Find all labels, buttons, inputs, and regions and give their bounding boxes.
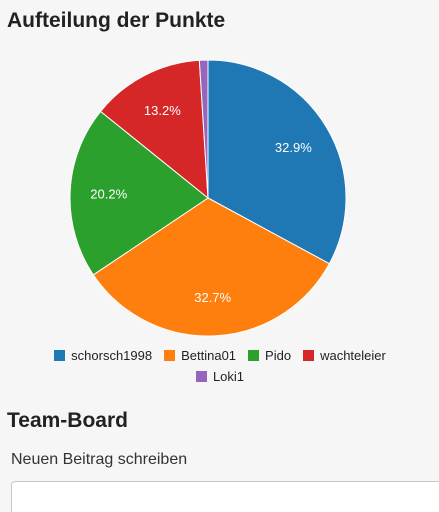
legend-label: wachteleier xyxy=(320,348,386,363)
legend-item-pido[interactable]: Pido xyxy=(248,348,291,363)
legend-label: Loki1 xyxy=(212,369,245,384)
slice-label-schorsch1998: 32.9% xyxy=(275,140,312,155)
compose-input[interactable] xyxy=(11,481,439,512)
pie-slice-pido xyxy=(69,110,209,276)
compose-label: Neuen Beitrag schreiben xyxy=(11,451,188,468)
legend-item-schorsch1998[interactable]: schorsch1998 xyxy=(54,348,152,363)
chart-legend: schorsch1998 Bettina01 Pido wachteleier Loki… xyxy=(20,348,420,384)
legend-label: Pido xyxy=(265,348,292,363)
legend-swatch xyxy=(195,371,207,382)
team-board-title: Team-Board xyxy=(7,409,128,432)
chart-title: Aufteilung der Punkte xyxy=(7,9,226,32)
legend-label: schorsch1998 xyxy=(71,348,153,363)
legend-swatch xyxy=(54,350,66,361)
slice-label-bettina01: 32.7% xyxy=(194,290,231,305)
legend-swatch xyxy=(164,350,176,361)
legend-item-loki1[interactable]: Loki1 xyxy=(195,369,245,384)
legend-label: Bettina01 xyxy=(181,348,237,363)
legend-item-bettina01[interactable]: Bettina01 xyxy=(164,348,236,363)
pie-slice-wachteleier xyxy=(99,59,209,200)
pie-slice-bettina01 xyxy=(92,197,331,337)
legend-item-wachteleier[interactable]: wachteleier xyxy=(303,348,386,363)
slice-label-wachteleier: 13.2% xyxy=(144,103,181,118)
legend-swatch xyxy=(248,350,260,361)
pie-slice-schorsch1998 xyxy=(207,59,347,265)
legend-swatch xyxy=(303,350,315,361)
slice-label-pido: 20.2% xyxy=(90,187,127,202)
pie-slice-loki1 xyxy=(198,59,209,199)
pie-chart: 32.9% 32.7% 20.2% 13.2% xyxy=(69,59,347,337)
